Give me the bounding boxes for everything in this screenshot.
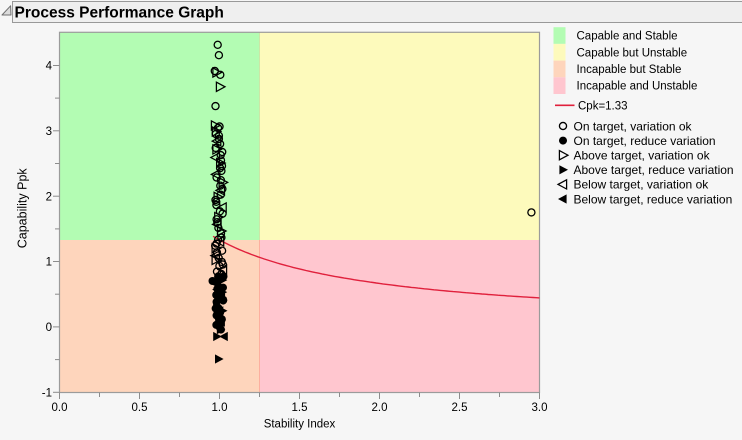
svg-text:3.0: 3.0 [532, 402, 548, 414]
svg-text:4: 4 [46, 61, 53, 73]
svg-text:2: 2 [46, 191, 52, 203]
svg-text:Stability Index: Stability Index [264, 419, 336, 431]
svg-text:On target, variation ok: On target, variation ok [574, 119, 693, 133]
svg-text:1.5: 1.5 [292, 402, 308, 414]
svg-text:Above target, reduce variation: Above target, reduce variation [574, 163, 734, 177]
svg-text:On target, reduce variation: On target, reduce variation [574, 134, 716, 148]
svg-text:Process Performance Graph: Process Performance Graph [15, 4, 224, 21]
svg-text:3: 3 [46, 126, 52, 138]
svg-text:Incapable but Stable: Incapable but Stable [577, 64, 682, 76]
svg-text:0.5: 0.5 [132, 402, 148, 414]
svg-text:0: 0 [46, 322, 52, 334]
svg-text:2.0: 2.0 [372, 402, 388, 414]
svg-text:2.5: 2.5 [452, 402, 468, 414]
svg-text:1: 1 [46, 257, 52, 269]
svg-text:Capable and Stable: Capable and Stable [577, 31, 678, 43]
svg-text:Below target, reduce variation: Below target, reduce variation [574, 192, 733, 206]
svg-text:Above target, variation ok: Above target, variation ok [574, 149, 711, 163]
svg-text:Below target, variation ok: Below target, variation ok [574, 178, 710, 192]
svg-text:0.0: 0.0 [52, 402, 68, 414]
svg-text:Capable but Unstable: Capable but Unstable [577, 47, 688, 59]
svg-text:Cpk=1.33: Cpk=1.33 [578, 100, 628, 112]
svg-text:1.0: 1.0 [212, 402, 228, 414]
svg-text:Capability Ppk: Capability Ppk [16, 168, 30, 249]
svg-text:-1: -1 [42, 387, 52, 399]
svg-text:Incapable and Unstable: Incapable and Unstable [577, 81, 698, 93]
